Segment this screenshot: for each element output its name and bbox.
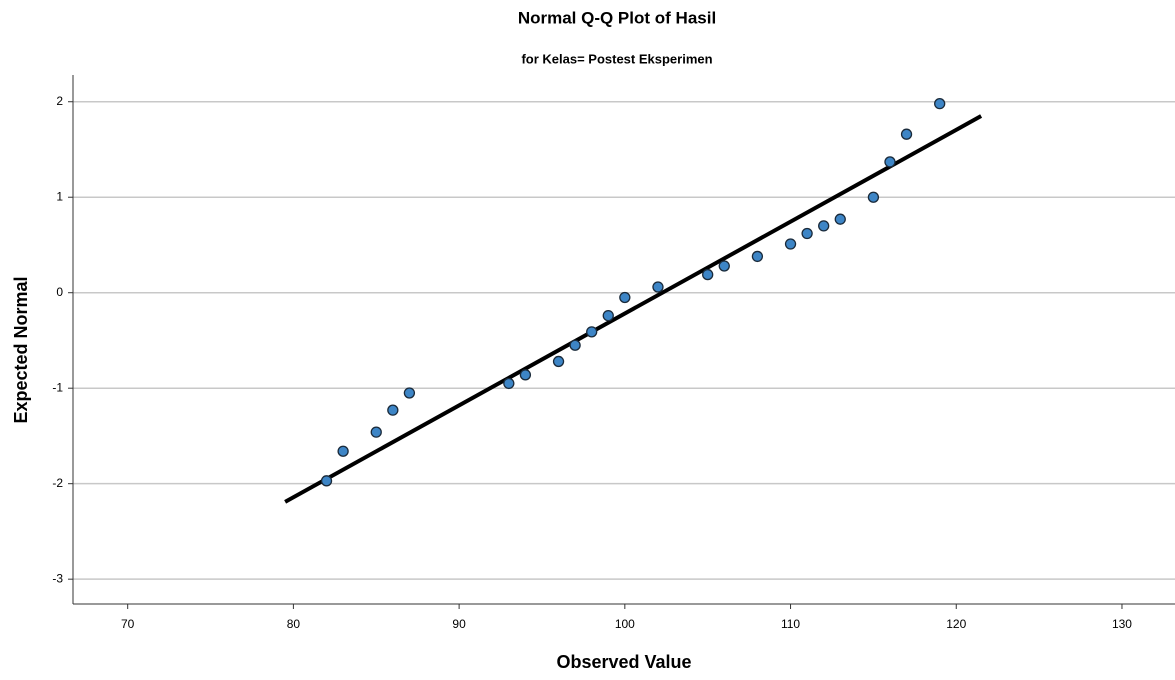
chart-title: Normal Q-Q Plot of Hasil bbox=[518, 8, 716, 27]
data-point bbox=[503, 377, 515, 390]
data-point bbox=[320, 475, 333, 487]
y-tick-label: -1 bbox=[52, 380, 63, 394]
data-point bbox=[519, 369, 532, 381]
data-point bbox=[884, 156, 896, 168]
data-point bbox=[751, 250, 764, 263]
data-point bbox=[718, 260, 730, 272]
data-point bbox=[370, 426, 382, 438]
data-point bbox=[602, 309, 614, 322]
y-axis-label: Expected Normal bbox=[11, 276, 31, 423]
data-point bbox=[403, 387, 416, 399]
x-tick-label: 90 bbox=[452, 617, 466, 631]
x-axis-label: Observed Value bbox=[556, 652, 691, 672]
data-point bbox=[900, 128, 913, 140]
y-tick-label: 0 bbox=[56, 285, 63, 299]
y-tick-label: 1 bbox=[56, 189, 63, 203]
x-tick-label: 100 bbox=[615, 617, 635, 631]
data-point bbox=[387, 404, 399, 416]
data-point bbox=[834, 213, 846, 225]
data-point bbox=[867, 191, 880, 203]
data-point bbox=[552, 355, 565, 368]
data-point bbox=[619, 291, 631, 304]
x-tick-label: 130 bbox=[1112, 617, 1132, 631]
y-tick-label: 2 bbox=[56, 94, 63, 108]
data-point bbox=[702, 268, 714, 281]
x-tick-label: 80 bbox=[287, 617, 301, 631]
reference-line bbox=[284, 114, 983, 504]
y-tick-label: -3 bbox=[52, 571, 63, 585]
data-point bbox=[801, 227, 813, 240]
data-point bbox=[337, 445, 349, 457]
chart-subtitle: for Kelas= Postest Eksperimen bbox=[521, 51, 712, 66]
data-point bbox=[784, 238, 797, 250]
data-point bbox=[652, 281, 664, 293]
x-tick-label: 70 bbox=[121, 617, 135, 631]
data-point bbox=[569, 339, 581, 351]
data-point bbox=[586, 326, 598, 338]
data-point bbox=[934, 97, 946, 110]
x-tick-label: 120 bbox=[946, 617, 966, 631]
y-tick-label: -2 bbox=[52, 476, 63, 490]
data-point bbox=[818, 220, 830, 232]
x-tick-label: 110 bbox=[781, 617, 800, 631]
